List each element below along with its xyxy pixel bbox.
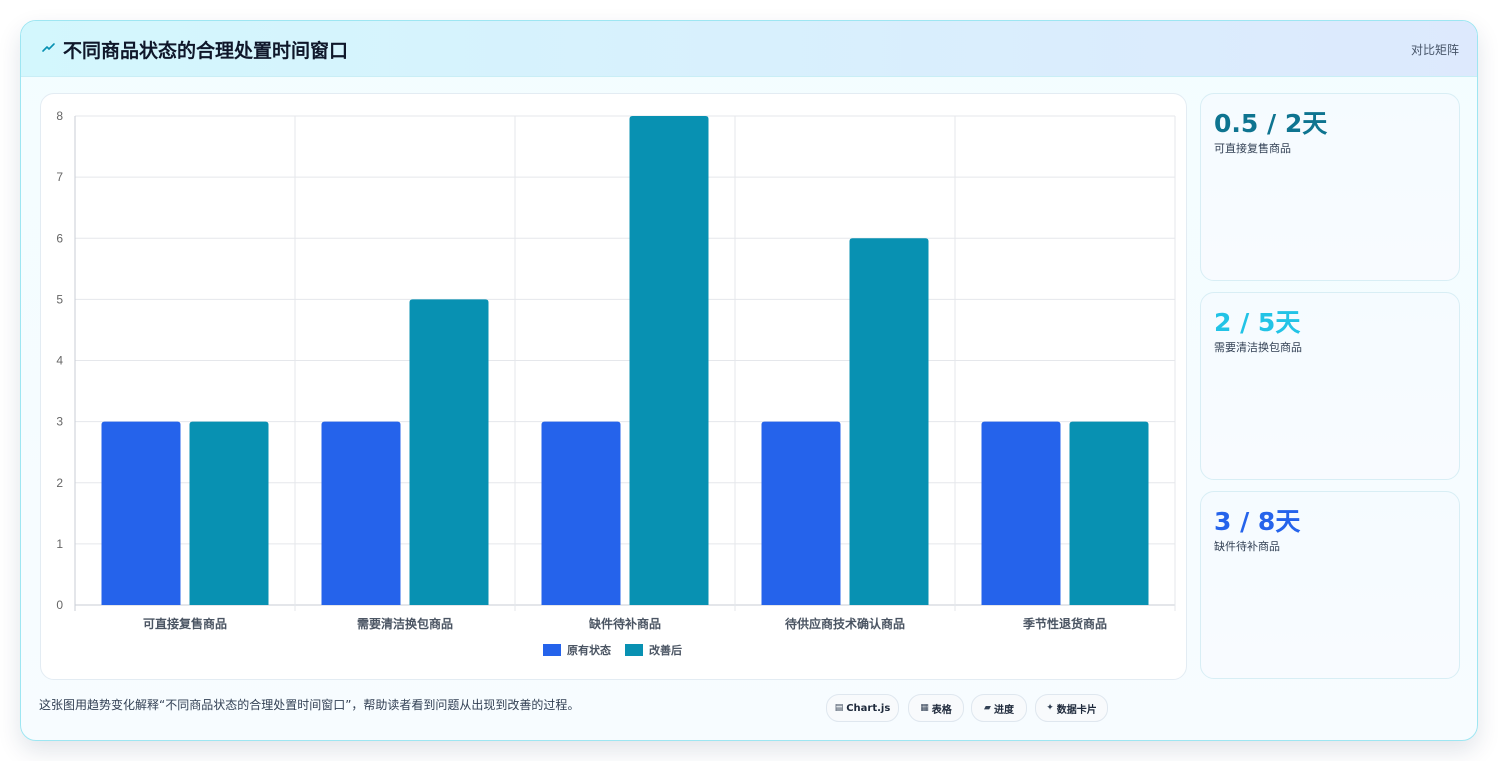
stat-label: 缺件待补商品 [1214, 540, 1280, 553]
stat-card-missing-parts: 3 / 8天 缺件待补商品 [1200, 491, 1460, 679]
card-header: 不同商品状态的合理处置时间窗口 对比矩阵 [21, 21, 1477, 77]
stat-card-resell: 0.5 / 2天 可直接复售商品 [1200, 93, 1460, 281]
x-tick-label: 待供应商技术确认商品 [785, 616, 905, 631]
y-tick-label: 8 [56, 109, 63, 123]
y-tick-label: 6 [56, 231, 63, 245]
bar [629, 116, 709, 605]
y-tick-label: 4 [56, 354, 63, 368]
bar [761, 421, 841, 605]
stat-label: 可直接复售商品 [1214, 142, 1291, 155]
table-pill[interactable]: ▦ 表格 [908, 694, 964, 722]
chart-icon: ▤ [834, 703, 844, 713]
page-title: 不同商品状态的合理处置时间窗口 [63, 40, 349, 62]
y-tick-label: 2 [56, 476, 63, 490]
table-icon: ▦ [920, 703, 929, 713]
stat-label: 需要清洁换包商品 [1214, 341, 1302, 354]
sparkle-icon: ✦ [1046, 703, 1054, 713]
legend-swatch [543, 644, 561, 656]
x-tick-label: 缺件待补商品 [589, 616, 661, 631]
legend-label: 原有状态 [567, 643, 611, 657]
legend-label: 改善后 [649, 643, 682, 657]
stat-card-clean: 2 / 5天 需要清洁换包商品 [1200, 292, 1460, 480]
y-tick-label: 1 [56, 537, 63, 551]
y-tick-label: 7 [56, 170, 63, 184]
bar [321, 421, 401, 605]
bar [1069, 421, 1149, 605]
pill-label: Chart.js [846, 702, 891, 714]
y-tick-label: 3 [56, 415, 63, 429]
stat-value: 0.5 / 2天 [1214, 109, 1328, 138]
trend-icon [42, 43, 55, 52]
y-tick-label: 0 [56, 598, 63, 612]
compare-matrix-link[interactable]: 对比矩阵 [1410, 43, 1459, 57]
bar [189, 421, 269, 605]
chart-card: 不同商品状态的合理处置时间窗口 对比矩阵 0 1 2 3 4 5 6 7 8 可直接复售商品 需要清… [20, 20, 1478, 741]
legend-swatch [625, 644, 643, 656]
x-tick-label: 可直接复售商品 [143, 616, 227, 631]
progress-pill[interactable]: ▰ 进度 [971, 694, 1027, 722]
bar-chart: 0 1 2 3 4 5 6 7 8 可直接复售商品 需要清洁换包商品 缺件待补商品 待供应商技术确认商品… [56, 109, 1176, 657]
bar [541, 421, 621, 605]
chart-panel: 0 1 2 3 4 5 6 7 8 可直接复售商品 需要清洁换包商品 缺件待补商品 待供应商技术确认商品… [40, 93, 1187, 680]
x-tick-label: 季节性退货商品 [1022, 616, 1107, 631]
pill-label: 表格 [931, 704, 952, 716]
chart-caption: 这张图用趋势变化解释“不同商品状态的合理处置时间窗口”，帮助读者看到问题从出现到… [39, 698, 580, 712]
y-tick-label: 5 [56, 292, 63, 306]
bar [409, 299, 489, 605]
stat-value: 3 / 8天 [1214, 507, 1301, 536]
chartjs-pill[interactable]: ▤ Chart.js [826, 694, 899, 722]
pill-label: 进度 [993, 704, 1014, 716]
bar [981, 421, 1061, 605]
bar [849, 238, 929, 605]
data-card-pill[interactable]: ✦ 数据卡片 [1035, 694, 1108, 722]
progress-icon: ▰ [984, 703, 991, 713]
x-tick-label: 需要清洁换包商品 [357, 616, 453, 631]
bar [101, 421, 181, 605]
pill-label: 数据卡片 [1056, 704, 1097, 716]
stat-value: 2 / 5天 [1214, 308, 1301, 337]
